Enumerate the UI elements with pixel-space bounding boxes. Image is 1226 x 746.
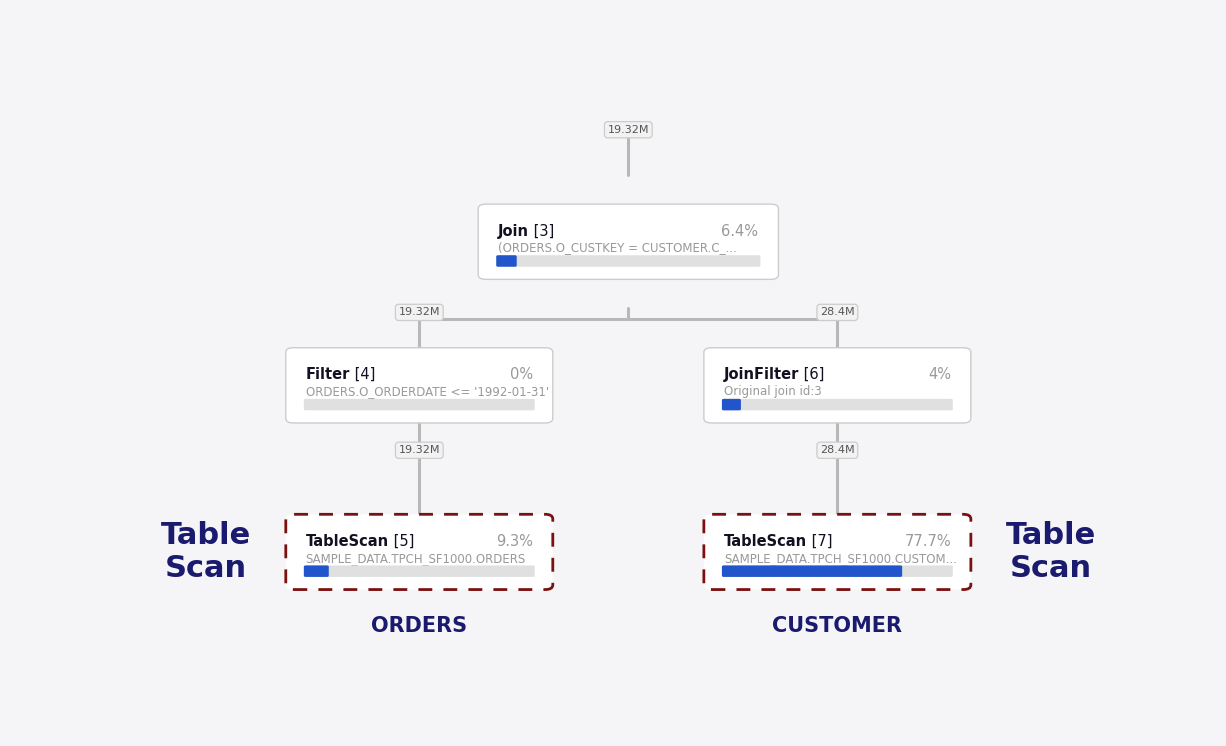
Text: Filter: Filter xyxy=(305,367,351,382)
Text: [6]: [6] xyxy=(799,367,825,382)
FancyBboxPatch shape xyxy=(478,204,779,279)
FancyBboxPatch shape xyxy=(722,565,953,577)
FancyBboxPatch shape xyxy=(704,348,971,423)
Text: Table
Scan: Table Scan xyxy=(1007,521,1096,583)
Text: 6.4%: 6.4% xyxy=(721,224,759,239)
FancyBboxPatch shape xyxy=(497,255,516,267)
Text: TableScan: TableScan xyxy=(723,534,807,549)
Text: 28.4M: 28.4M xyxy=(820,307,855,317)
FancyBboxPatch shape xyxy=(704,514,971,589)
Text: 28.4M: 28.4M xyxy=(820,445,855,455)
FancyBboxPatch shape xyxy=(722,565,902,577)
Text: SAMPLE_DATA.TPCH_SF1000.CUSTOM...: SAMPLE_DATA.TPCH_SF1000.CUSTOM... xyxy=(723,551,956,565)
FancyBboxPatch shape xyxy=(304,565,329,577)
Text: [4]: [4] xyxy=(351,367,375,382)
Text: Original join id:3: Original join id:3 xyxy=(723,385,821,398)
Text: Join: Join xyxy=(498,224,530,239)
Text: 19.32M: 19.32M xyxy=(398,307,440,317)
FancyBboxPatch shape xyxy=(722,399,741,410)
FancyBboxPatch shape xyxy=(497,255,760,267)
Text: 19.32M: 19.32M xyxy=(398,445,440,455)
Text: [3]: [3] xyxy=(530,224,554,239)
Text: 9.3%: 9.3% xyxy=(497,534,533,549)
Text: SAMPLE_DATA.TPCH_SF1000.ORDERS: SAMPLE_DATA.TPCH_SF1000.ORDERS xyxy=(305,551,526,565)
FancyBboxPatch shape xyxy=(722,399,953,410)
Text: JoinFilter: JoinFilter xyxy=(723,367,799,382)
Text: CUSTOMER: CUSTOMER xyxy=(772,616,902,636)
FancyBboxPatch shape xyxy=(286,514,553,589)
Text: ORDERS: ORDERS xyxy=(371,616,467,636)
FancyBboxPatch shape xyxy=(286,348,553,423)
Text: 0%: 0% xyxy=(510,367,533,382)
Text: 19.32M: 19.32M xyxy=(608,125,649,135)
Text: [5]: [5] xyxy=(389,534,414,549)
Text: ORDERS.O_ORDERDATE <= '1992-01-31': ORDERS.O_ORDERDATE <= '1992-01-31' xyxy=(305,385,549,398)
Text: [7]: [7] xyxy=(807,534,832,549)
Text: 4%: 4% xyxy=(928,367,951,382)
Text: Table
Scan: Table Scan xyxy=(161,521,250,583)
Text: 77.7%: 77.7% xyxy=(905,534,951,549)
FancyBboxPatch shape xyxy=(304,399,535,410)
Text: (ORDERS.O_CUSTKEY = CUSTOMER.C_...: (ORDERS.O_CUSTKEY = CUSTOMER.C_... xyxy=(498,242,737,254)
Text: TableScan: TableScan xyxy=(305,534,389,549)
FancyBboxPatch shape xyxy=(304,565,535,577)
